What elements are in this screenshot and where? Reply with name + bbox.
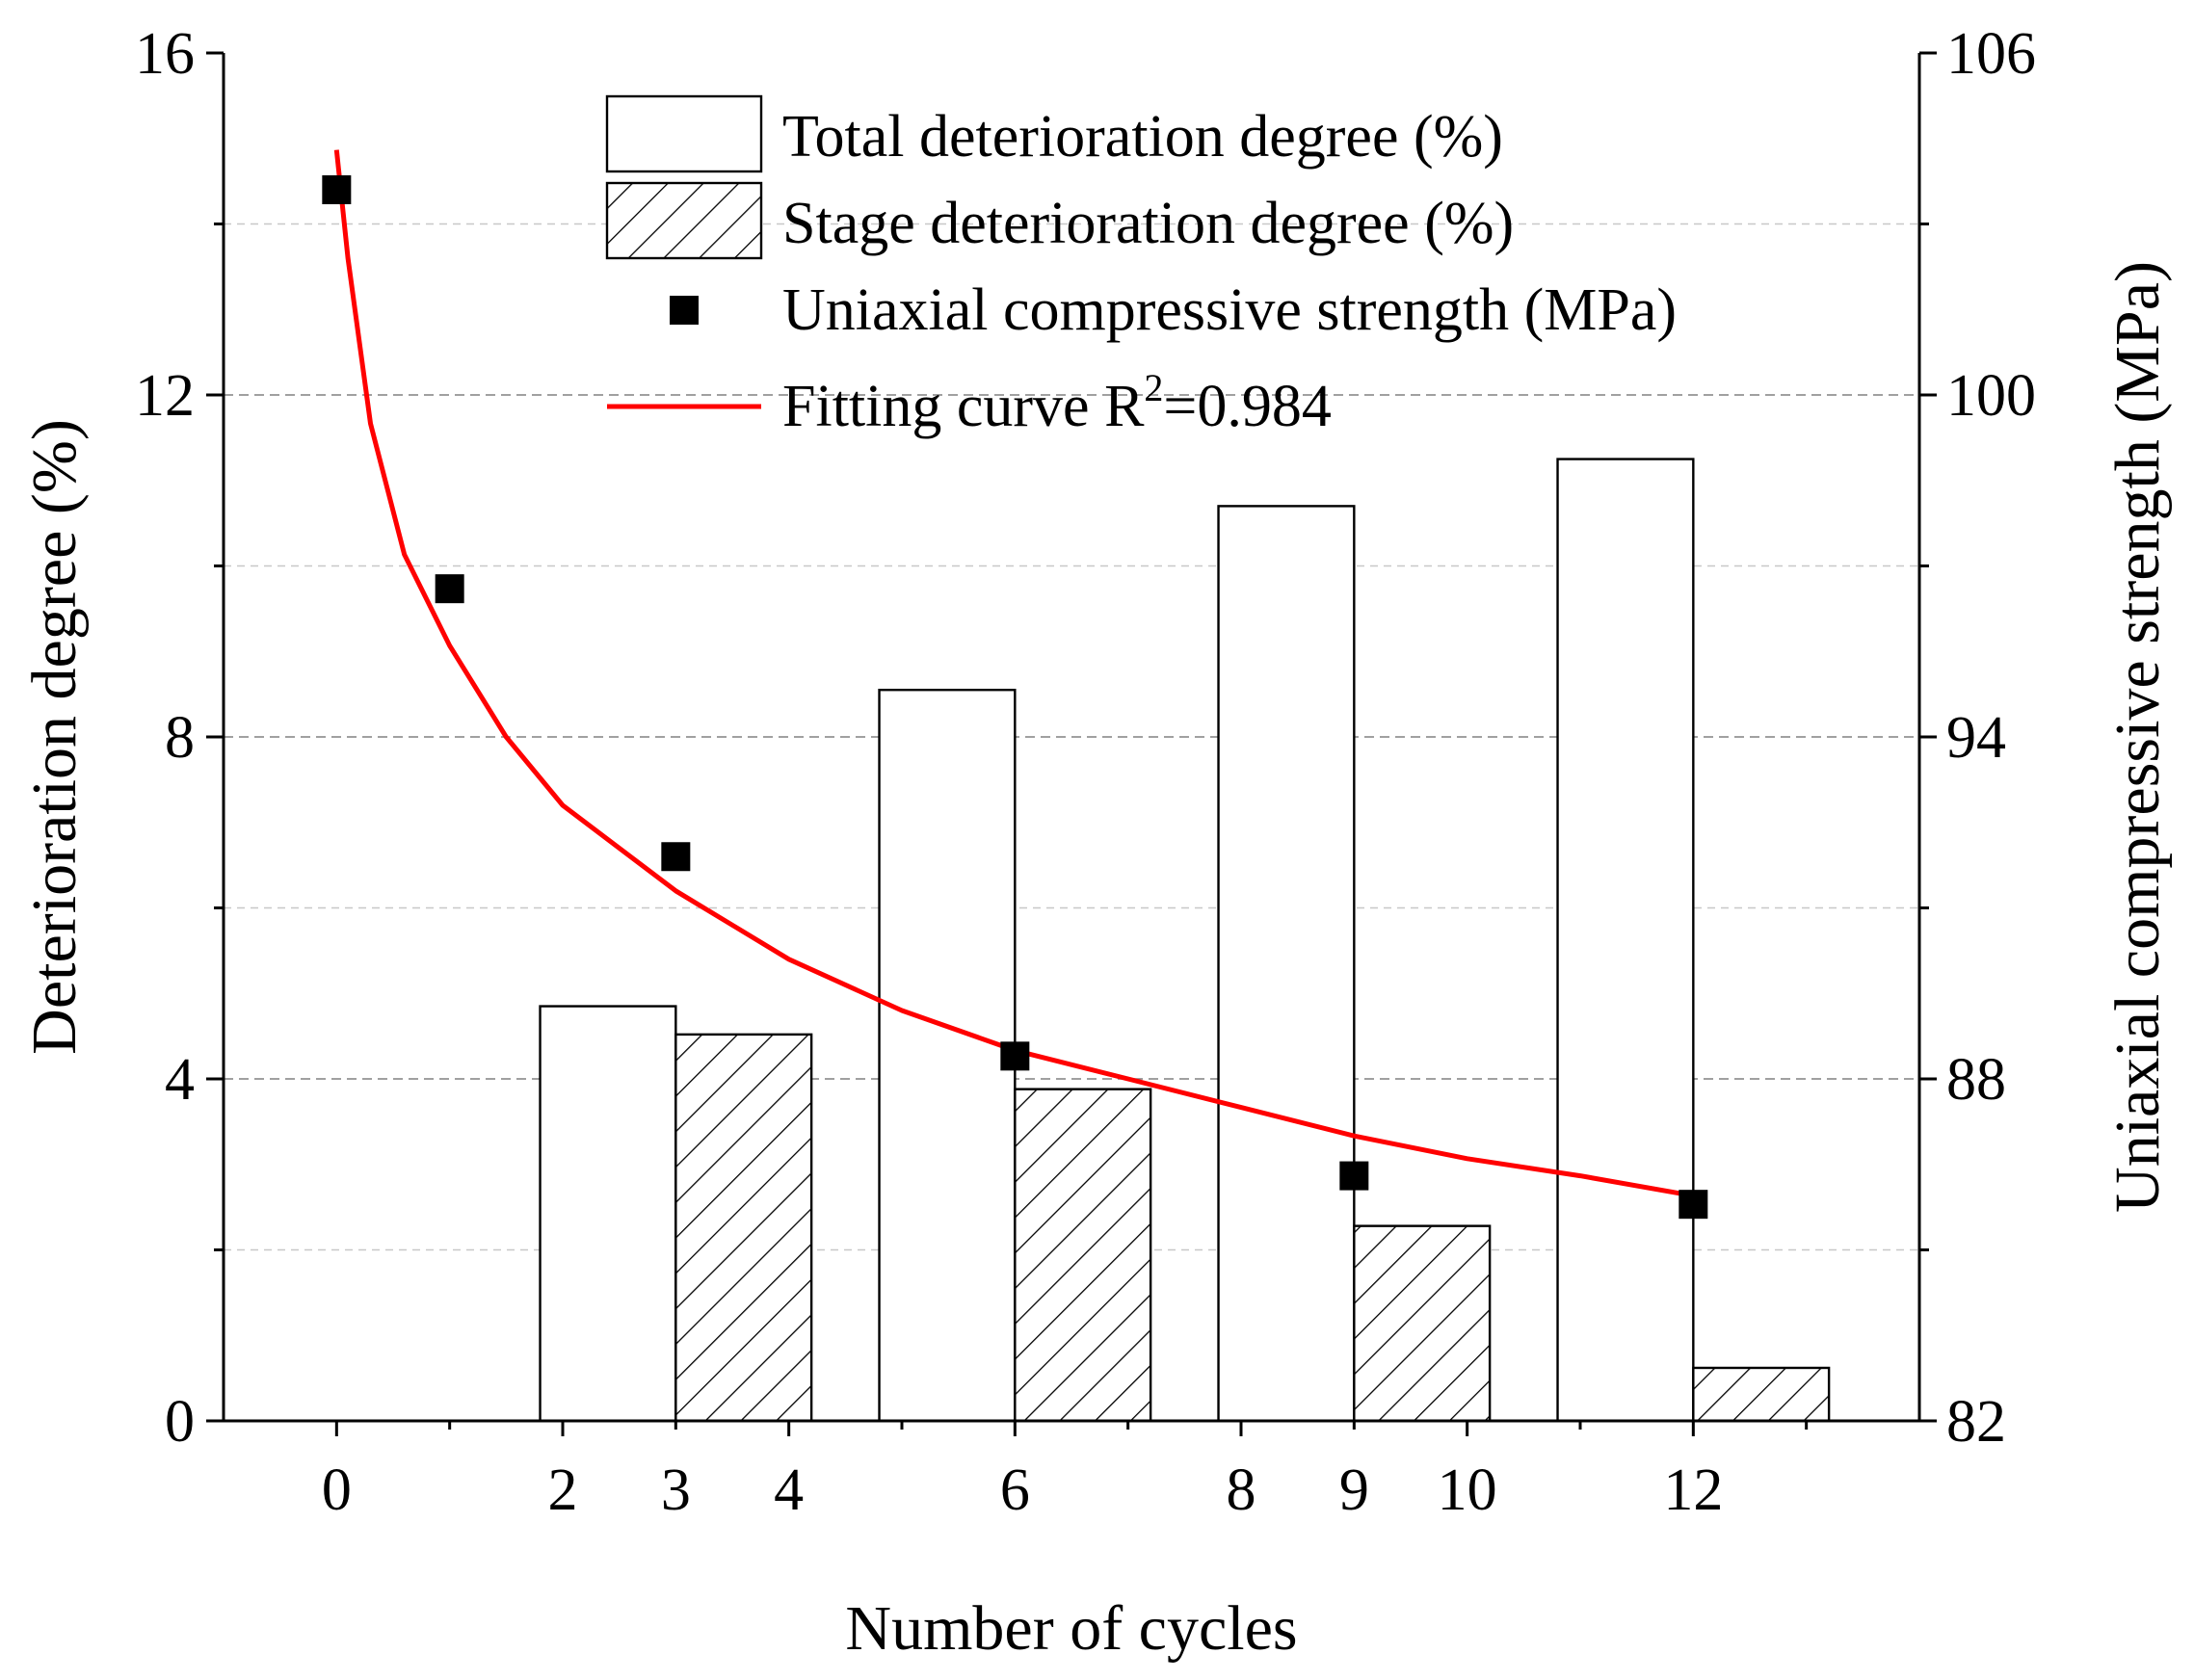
ucs-point-6 [1000,1041,1030,1071]
ucs-point-9 [1339,1161,1369,1191]
bar-total-6 [878,688,1017,1423]
ucs-point-0 [322,175,352,204]
x-tick-label: 9 [1339,1457,1369,1523]
right-y-tick-label: 100 [1946,363,2036,429]
x-tick-label: 4 [774,1457,804,1523]
legend-swatch-stage [605,181,763,260]
legend-swatch-ucs [670,296,699,325]
bar-stage-12 [1692,1366,1831,1423]
left-y-tick-label: 12 [135,363,195,429]
left-y-tick-label: 16 [135,21,195,87]
x-axis-title: Number of cycles [845,1593,1297,1664]
right-y-tick-label: 88 [1946,1047,2006,1113]
right-y-tick-label: 82 [1946,1389,2006,1455]
bar-total-3 [539,1005,677,1423]
x-tick-label: 0 [322,1457,352,1523]
x-tick-label: 12 [1663,1457,1723,1523]
bar-stage-6 [1014,1088,1152,1423]
ucs-point-series [322,175,1708,1220]
bar-total-12 [1556,458,1695,1423]
right-y-axis-title: Uniaxial compressive strength (MPa) [2102,261,2173,1213]
legend-fit-suffix: =0.984 [1163,374,1331,439]
x-tick-label: 10 [1438,1457,1497,1523]
left-y-tick-label: 4 [165,1047,195,1113]
bar-total-9 [1217,505,1356,1423]
ucs-point-12 [1679,1190,1708,1220]
right-y-tick-label: 94 [1946,705,2006,771]
legend-label-stage: Stage deterioration degree (%) [782,191,1514,256]
legend: Total deterioration degree (%) Stage dete… [605,94,1677,439]
left-y-tick-label: 0 [165,1389,195,1455]
x-tick-label: 6 [1000,1457,1030,1523]
left-y-tick-label: 8 [165,705,195,771]
fit-curve-series [333,149,1694,1198]
x-tick-label: 2 [548,1457,578,1523]
fit-curve-line [333,149,1694,1198]
legend-label-fit: Fitting curve R2=0.984 [782,366,1332,439]
left-y-axis-title: Deterioration degree (%) [19,419,90,1055]
right-y-tick-label: 106 [1946,21,2036,87]
x-tick-label: 8 [1227,1457,1256,1523]
legend-label-total: Total deterioration degree (%) [782,104,1503,170]
legend-fit-prefix: Fitting curve R [782,374,1145,439]
ucs-point-1 [435,574,464,604]
tick-labels: 0 2 3 4 6 8 9 10 12 0 4 8 12 16 82 88 94 100 106 [135,21,2036,1523]
axis-titles: Number of cycles Deterioration degree (%)… [19,261,2173,1664]
bar-stage-9 [1353,1224,1492,1423]
bar-series [539,458,1831,1423]
bar-stage-3 [674,1033,813,1423]
axes [206,51,1937,1436]
legend-fit-superscript: 2 [1144,366,1163,409]
legend-label-ucs: Uniaxial compressive strength (MPa) [782,277,1677,343]
ucs-point-3 [661,842,691,872]
legend-swatch-total [605,94,763,173]
x-tick-label: 3 [661,1457,691,1523]
